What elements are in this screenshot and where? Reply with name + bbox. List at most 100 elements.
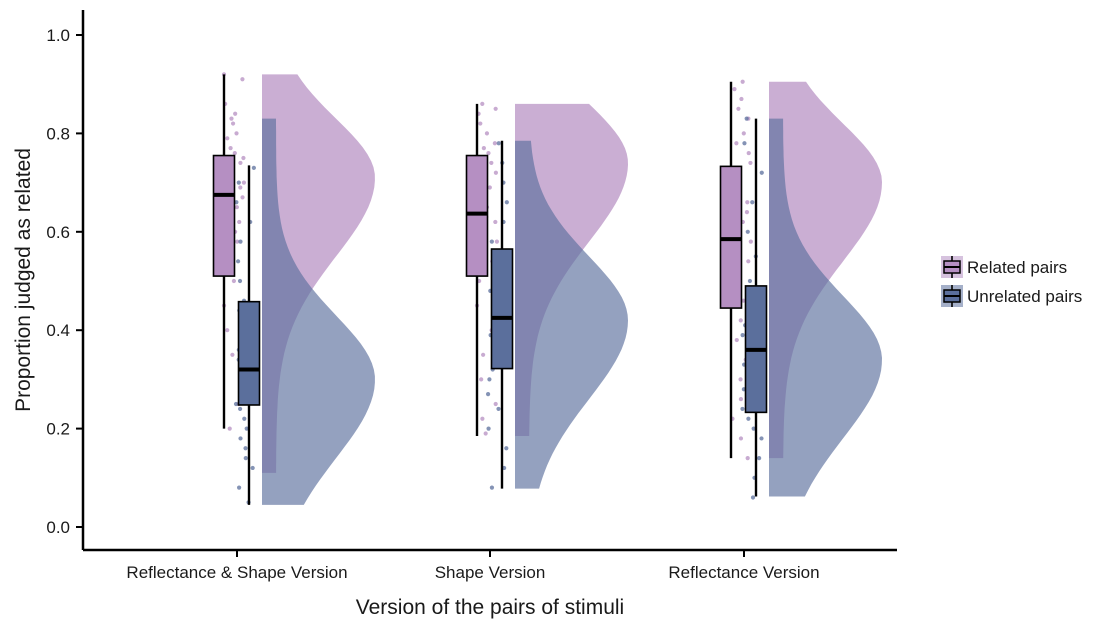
jitter-point: [745, 200, 750, 205]
jitter-point: [738, 436, 744, 441]
jitter-point: [481, 352, 486, 357]
jitter-point: [234, 205, 239, 210]
jitter-point: [479, 377, 484, 382]
jitter-point: [489, 239, 494, 244]
jitter-point: [738, 396, 744, 402]
jitter-point: [238, 160, 243, 166]
jitter-point: [751, 426, 756, 431]
jitter-point: [233, 401, 239, 407]
jitter-point: [242, 416, 247, 421]
jitter-point: [233, 111, 238, 116]
jitter-point: [234, 131, 239, 136]
jitter-point: [744, 210, 750, 215]
jitter-point: [483, 431, 488, 436]
y-tick-label: 0.6: [46, 223, 70, 242]
boxplot-layer: [212, 74, 768, 505]
jitter-point: [238, 239, 243, 244]
jitter-point: [489, 160, 494, 166]
density-unrelated: [769, 118, 882, 497]
density-related: [515, 103, 628, 436]
jitter-point: [740, 333, 745, 338]
jitter-point: [235, 259, 241, 264]
jitter-point: [734, 141, 739, 146]
jitter-point: [750, 200, 755, 205]
y-tick-label: 0.2: [46, 420, 70, 439]
jitter-point: [759, 170, 764, 175]
density-related: [262, 74, 375, 473]
jitter-point: [492, 141, 497, 146]
x-axis-title: Version of the pairs of stimuli: [356, 596, 624, 619]
jitter-point: [225, 328, 230, 333]
y-axis-title: Proportion judged as related: [12, 148, 35, 412]
jitter-point: [230, 352, 235, 357]
jitter-point: [746, 259, 751, 264]
density-layer: [262, 74, 882, 505]
jitter-point: [742, 141, 747, 146]
jitter-point: [480, 416, 485, 421]
box-related: [465, 154, 489, 277]
jitter-point: [745, 456, 750, 461]
jitter-point: [234, 200, 239, 205]
jitter-point: [741, 298, 746, 303]
jitter-point: [240, 77, 245, 82]
jitter-point: [230, 121, 236, 126]
jitter-point: [504, 200, 509, 205]
jitter-point: [489, 485, 495, 490]
jitter-point: [232, 150, 237, 156]
jitter-point: [746, 416, 751, 421]
jitter-point: [244, 426, 249, 431]
jitter-point: [741, 131, 746, 136]
jitter-point: [740, 79, 745, 84]
jitter-point: [494, 239, 500, 244]
jitter-point: [493, 401, 498, 407]
box-related: [212, 154, 236, 277]
y-axis-ticks: 0.0 0.2 0.4 0.6 0.8 1.0: [46, 26, 83, 537]
jitter-point: [228, 146, 233, 151]
jitter-point: [250, 465, 255, 471]
jitter-point: [229, 116, 234, 121]
jitter-point: [750, 495, 756, 500]
jitter-point: [493, 170, 499, 175]
jitter-point: [484, 131, 490, 136]
jitter-point: [237, 406, 243, 412]
jitter-point: [493, 106, 498, 111]
jitter-point: [745, 229, 750, 234]
jitter-point: [747, 278, 753, 284]
y-tick-label: 0.0: [46, 518, 70, 537]
jitter-point: [241, 155, 246, 161]
jitter-point: [486, 150, 491, 156]
jitter-point: [225, 136, 230, 141]
jitter-point: [237, 485, 242, 490]
jitter-point: [237, 278, 243, 284]
x-tick-label: Reflectance & Shape Version: [126, 563, 347, 582]
jitter-point: [736, 106, 741, 111]
jitter-point: [238, 185, 243, 190]
jitter-point: [231, 278, 237, 284]
jitter-point: [480, 101, 485, 106]
y-tick-label: 0.4: [46, 321, 70, 340]
jitter-point: [243, 456, 248, 461]
jitter-point: [241, 180, 247, 185]
jitter-point: [504, 446, 509, 451]
jitter-point: [481, 146, 486, 151]
box-unrelated: [237, 300, 261, 406]
jitter-point: [734, 337, 739, 343]
jitter-point: [739, 96, 744, 102]
jitter-point: [227, 426, 232, 431]
density-unrelated: [262, 118, 375, 505]
jitter-point: [738, 377, 743, 382]
legend-label: Related pairs: [967, 258, 1067, 277]
jitter-point: [243, 446, 248, 451]
x-tick-label: Shape Version: [435, 563, 546, 582]
jitter-point: [251, 165, 256, 170]
jitter-point: [240, 195, 245, 200]
jitter-point: [486, 426, 491, 431]
jitter-point: [487, 185, 492, 190]
jitter-point: [237, 219, 242, 225]
jitter-point: [744, 116, 749, 121]
jitter-point: [238, 436, 243, 441]
y-tick-label: 1.0: [46, 26, 70, 45]
density-unrelated: [515, 140, 628, 489]
jitter-point: [496, 141, 501, 146]
